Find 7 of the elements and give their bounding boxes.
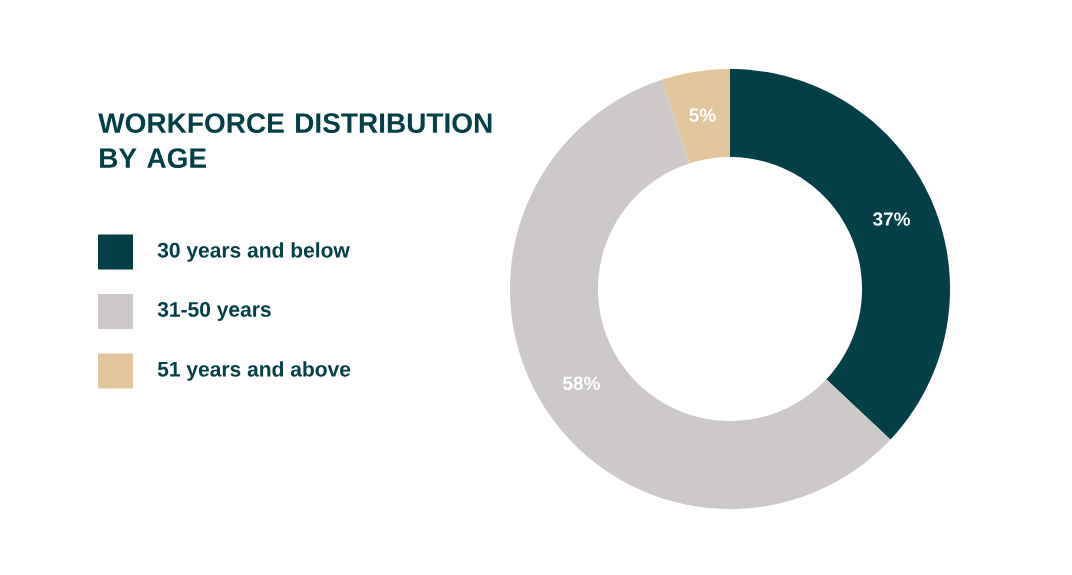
data-label: 5% xyxy=(689,108,716,122)
legend-label: 51 years and above xyxy=(157,361,351,381)
data-label: 37% xyxy=(872,212,911,226)
text: WORKFORCE DISTRIBUTION BY AGE xyxy=(98,113,492,169)
legend-label: 30 years and below xyxy=(157,242,350,262)
data-label: 58% xyxy=(562,376,600,391)
legend-label: 31-50 years xyxy=(157,301,271,322)
